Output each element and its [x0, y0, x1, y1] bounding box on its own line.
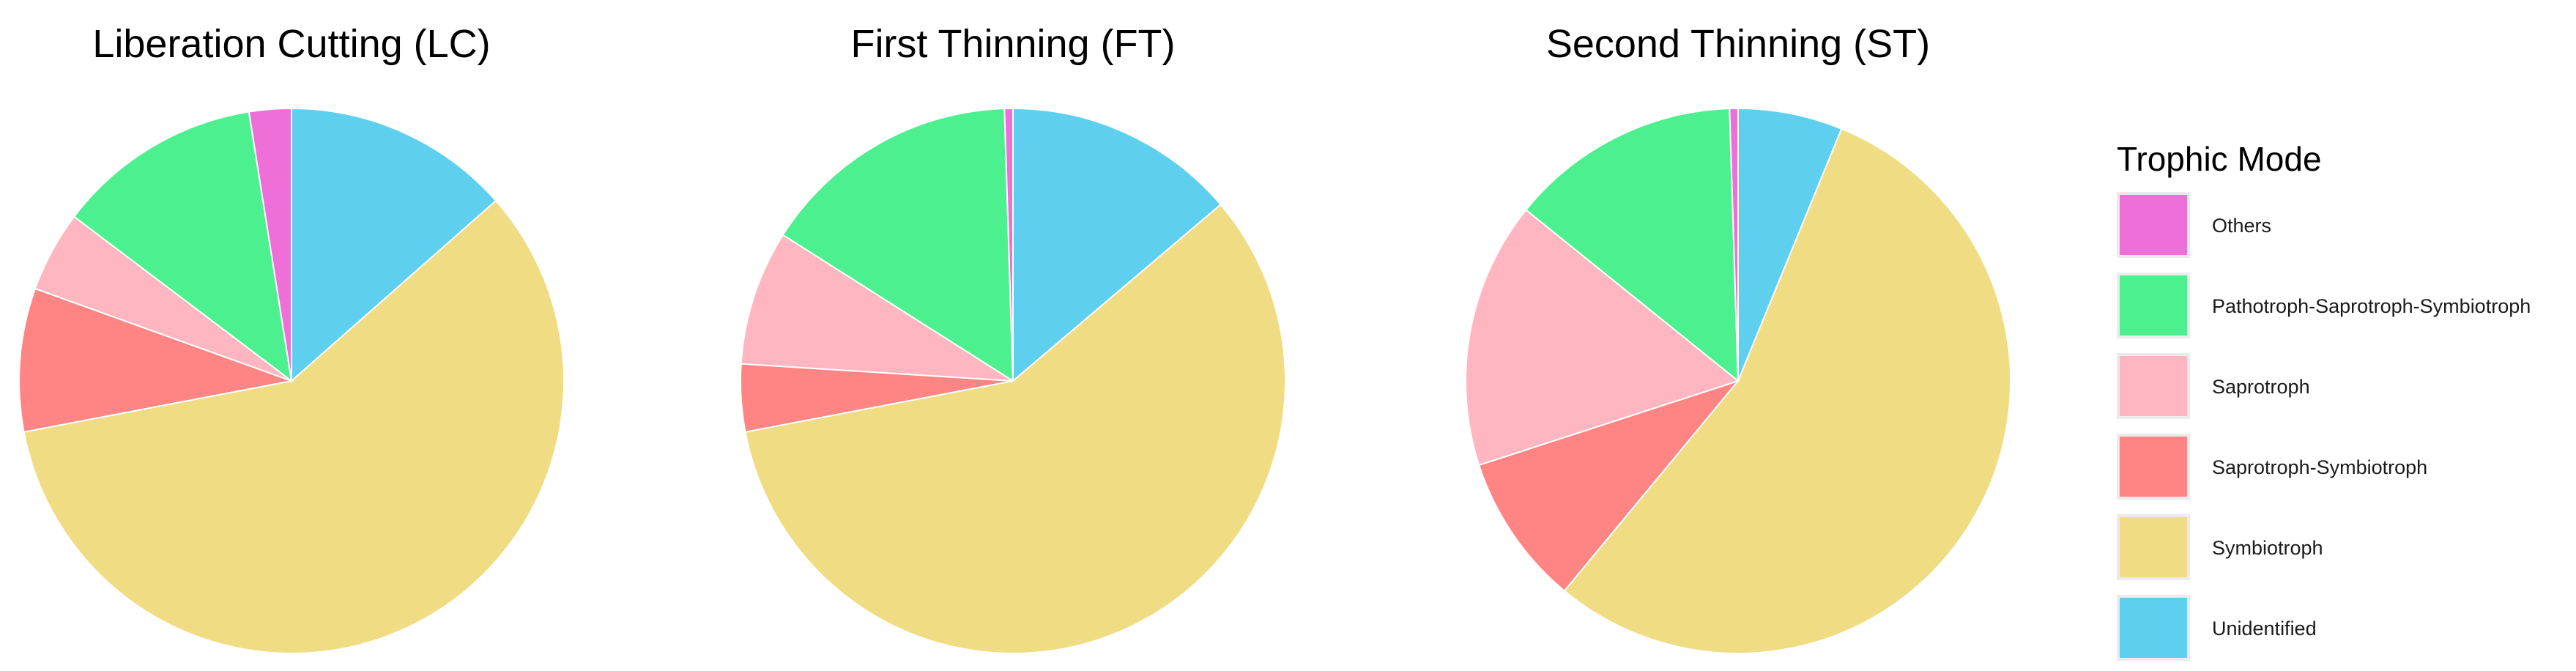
legend-label: Saprotroph-Symbiotroph [2212, 456, 2427, 478]
pie-liberation-cutting-lc: Liberation Cutting (LC) [18, 22, 565, 654]
legend-label: Others [2212, 215, 2271, 237]
legend-item-others: Others [2117, 192, 2271, 258]
legend-swatch [2120, 437, 2187, 497]
pie-charts-group: Liberation Cutting (LC) First Thinning (F… [18, 22, 2011, 654]
slice-others [248, 107, 292, 382]
slice-symbiotroph [1563, 127, 2011, 654]
slice-unidentified [1737, 107, 1843, 382]
legend-items: Others Pathotroph-Saprotroph-Symbiotroph S… [2117, 192, 2531, 661]
slice-pathotroph-saprotroph-symbiotroph [782, 108, 1014, 382]
legend-item-symbiotroph: Symbiotroph [2117, 514, 2323, 580]
legend-swatch [2120, 195, 2187, 255]
slice-unidentified [1012, 107, 1222, 383]
chart-title: Second Thinning (ST) [1546, 22, 1930, 66]
pie-second-thinning-st: Second Thinning (ST) [1465, 22, 2011, 654]
legend-swatch [2120, 517, 2187, 577]
slice-saprotroph-symbiotroph [18, 287, 294, 433]
slice-symbiotroph [744, 203, 1286, 654]
legend-swatch [2120, 275, 2187, 336]
slice-pathotroph-saprotroph-symbiotroph [1525, 108, 1740, 383]
chart-title: Liberation Cutting (LC) [92, 22, 490, 66]
legend-swatch [2120, 598, 2187, 658]
legend-item-unidentified: Unidentified [2117, 595, 2317, 661]
legend-swatch [2120, 356, 2187, 416]
legend-label: Unidentified [2212, 618, 2317, 640]
slice-saprotroph [1465, 209, 1740, 467]
slice-pathotroph-saprotroph-symbiotroph [73, 111, 293, 383]
legend-item-saprotroph-symbiotroph: Saprotroph-Symbiotroph [2117, 434, 2427, 500]
slice-unidentified [291, 107, 497, 383]
legend-label: Symbiotroph [2212, 537, 2323, 559]
legend-label: Saprotroph [2212, 376, 2310, 398]
pie-first-thinning-ft: First Thinning (FT) [740, 22, 1286, 654]
legend-item-pathotroph-saprotroph-symbiotroph: Pathotroph-Saprotroph-Symbiotroph [2117, 273, 2531, 338]
legend-item-saprotroph: Saprotroph [2117, 353, 2310, 419]
legend-title: Trophic Mode [2117, 140, 2322, 178]
slice-others [1003, 107, 1014, 382]
slice-saprotroph-symbiotroph [1477, 379, 1740, 593]
legend-label: Pathotroph-Saprotroph-Symbiotroph [2212, 295, 2531, 317]
slice-others [1729, 107, 1739, 382]
chart-title: First Thinning (FT) [850, 22, 1175, 66]
slice-saprotroph [740, 234, 1014, 382]
slice-symbiotroph [23, 199, 565, 654]
legend: Trophic Mode Others Pathotroph-Saprotroph… [2117, 140, 2531, 661]
